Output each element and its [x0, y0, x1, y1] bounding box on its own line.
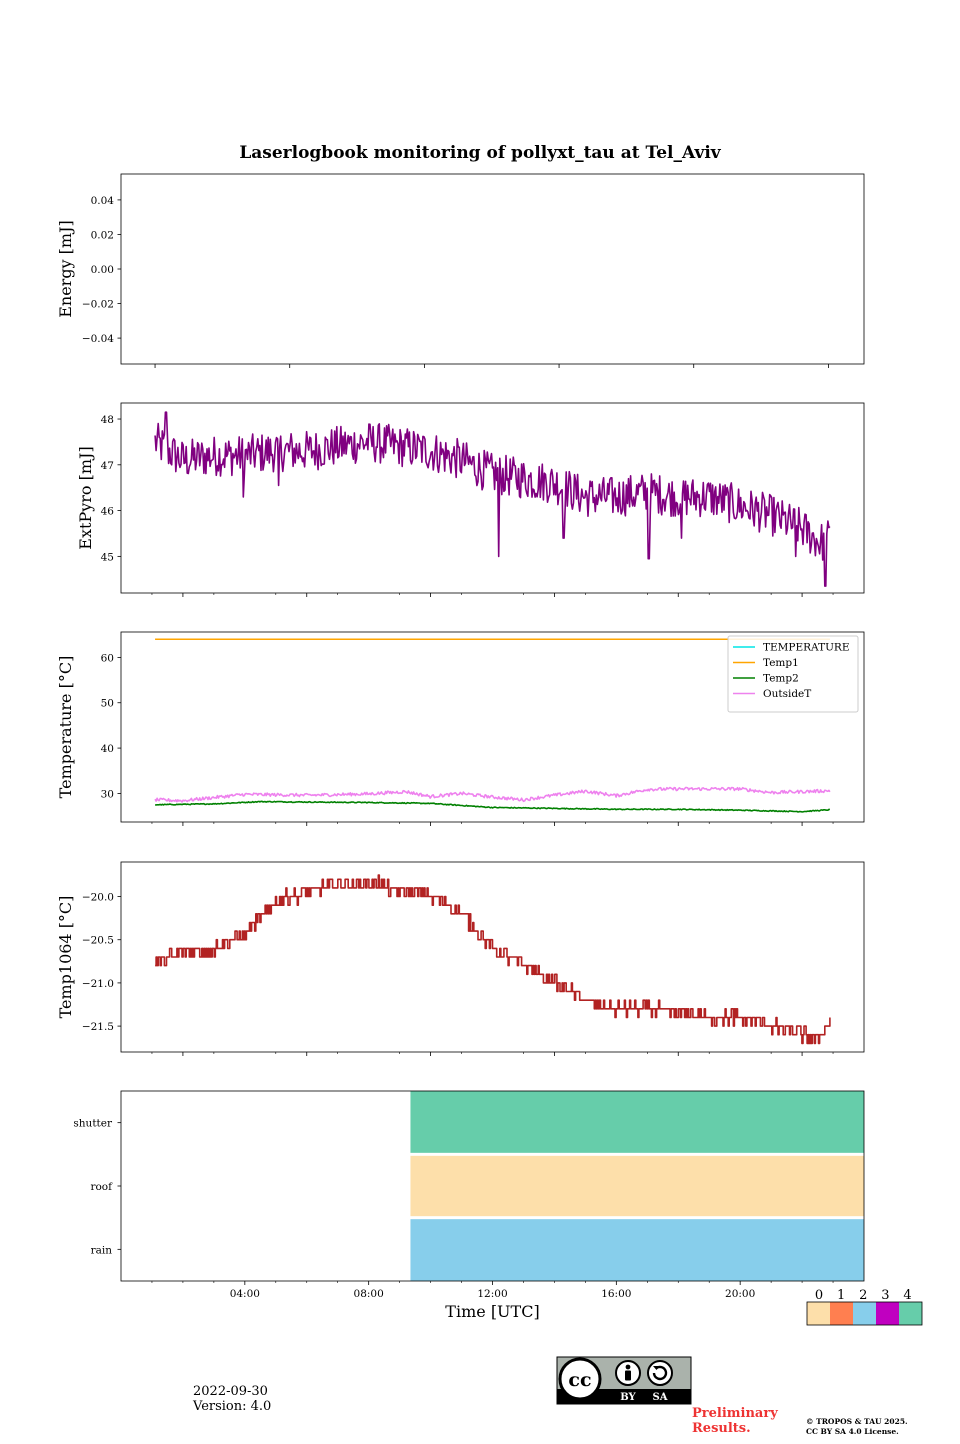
preliminary-note: Preliminary Results.: [692, 1406, 778, 1436]
status-cell-shutter: [410, 1091, 864, 1153]
ytick-label: 45: [101, 551, 114, 563]
legend-label-TEMPERATURE: TEMPERATURE: [763, 642, 850, 654]
ytick-label: 50: [101, 698, 114, 710]
figure-title: Laserlogbook monitoring of pollyxt_tau a…: [239, 143, 721, 163]
colorbar-cell-2: [853, 1302, 876, 1325]
copyright-line-1: © TROPOS & TAU 2025.: [806, 1417, 908, 1426]
legend-label-Temp1: Temp1: [763, 657, 799, 669]
xtick-label: 08:00: [354, 1288, 384, 1300]
axes-frame: [120, 631, 865, 823]
badge-label-sa: SA: [653, 1392, 668, 1403]
copyright-line-2: CC BY SA 4.0 License.: [806, 1427, 899, 1436]
panel-3: 60 50 40 30 Temperature [°C] TEMPERATURE Temp1…: [56, 631, 865, 826]
colorbar-tick-label: 2: [859, 1288, 867, 1303]
badge-label-by: BY: [620, 1392, 636, 1403]
xtick-label: 12:00: [477, 1288, 507, 1300]
ytick-label-rain: rain: [91, 1244, 113, 1256]
preliminary-line-1: Preliminary: [692, 1406, 778, 1421]
ytick-label: 0.02: [91, 229, 114, 241]
colorbar-tick-label: 1: [837, 1288, 845, 1303]
colorbar-cell-0: [807, 1302, 830, 1325]
footer-date-version: 2022-09-30 Version: 4.0: [193, 1384, 271, 1414]
xtick-label: 04:00: [230, 1288, 260, 1300]
ytick-label: −21.5: [82, 1021, 114, 1033]
sa-arrow-icon: [652, 1365, 668, 1381]
axes-frame: [120, 402, 865, 594]
sa-arrow-head-icon: [653, 1366, 660, 1370]
copyright-note: © TROPOS & TAU 2025. CC BY SA 4.0 Licens…: [806, 1417, 908, 1437]
ytick-label: 0.04: [91, 195, 115, 207]
ytick-label: 40: [101, 743, 114, 755]
panel-4: −20.0 −20.5 −21.0 −21.5 Temp1064 [°C]: [56, 861, 865, 1056]
panel-2: 48 47 46 45 ExtPyro [mJ]: [76, 402, 865, 597]
ytick-label: 60: [101, 652, 114, 664]
footer-date: 2022-09-30: [193, 1384, 268, 1399]
panel-5: shutter roof rain 04:00 08:00 12:00 16:00 20:00…: [73, 1090, 865, 1321]
legend-label-Temp2: Temp2: [763, 673, 799, 685]
y-axis-label: Energy [mJ]: [56, 220, 75, 318]
series-line-panel2: [154, 411, 831, 587]
by-person-body: [625, 1370, 631, 1381]
legend: TEMPERATURE Temp1 Temp2 OutsideT: [727, 635, 859, 713]
legend-label-OutsideT: OutsideT: [763, 688, 811, 700]
ytick-label: 47: [101, 460, 114, 472]
ytick-label: −20.0: [82, 892, 114, 904]
series-line-panel4: [155, 874, 831, 1045]
ytick-label: 46: [101, 506, 115, 518]
colorbar-tick-label: 3: [881, 1288, 889, 1303]
ytick-label: 0.00: [91, 264, 114, 276]
ytick-label: −0.04: [82, 333, 114, 345]
by-person-head: [625, 1364, 631, 1370]
axes-frame: [120, 173, 865, 365]
sa-share-icon: [647, 1360, 673, 1386]
y-axis-label: ExtPyro [mJ]: [76, 446, 95, 549]
cc-circle-icon: [558, 1357, 602, 1401]
status-cell-roof: [410, 1155, 864, 1217]
cc-letters-icon: cc: [568, 1369, 591, 1391]
ytick-label: −20.5: [82, 935, 114, 947]
colorbar-tick-label: 4: [903, 1288, 911, 1303]
series-line-Temp2: [155, 800, 830, 813]
colorbar-tick-label: 0: [815, 1288, 823, 1303]
ytick-label-roof: roof: [90, 1181, 113, 1193]
colorbar-cell-3: [876, 1302, 899, 1325]
colorbar-cell-4: [899, 1302, 922, 1325]
ytick-label: 30: [101, 788, 114, 800]
ytick-label: 48: [101, 414, 114, 426]
y-axis-label: Temp1064 [°C]: [56, 896, 75, 1019]
status-cell-rain: [410, 1219, 864, 1281]
series-line-OutsideT: [154, 786, 831, 803]
y-axis-label: Temperature [°C]: [56, 656, 75, 799]
footer-version: Version: 4.0: [193, 1399, 272, 1414]
x-axis-label: Time [UTC]: [445, 1302, 539, 1321]
panel-1: 0.04 0.02 0.00 −0.02 −0.04 Energy [mJ]: [56, 173, 865, 368]
ytick-label: −0.02: [82, 299, 114, 311]
axes-frame: [120, 1090, 865, 1282]
legend-box: [727, 635, 859, 713]
xtick-label: 20:00: [725, 1288, 755, 1300]
cc-by-sa-license-badge: cc BY SA: [556, 1356, 692, 1405]
preliminary-line-2: Results.: [692, 1421, 751, 1436]
xtick-label: 16:00: [601, 1288, 631, 1300]
ytick-label-shutter: shutter: [73, 1118, 113, 1130]
axes-frame: [120, 861, 865, 1053]
colorbar-cell-1: [830, 1302, 853, 1325]
colorbar-frame: [806, 1301, 923, 1326]
ytick-label: −21.0: [82, 978, 114, 990]
